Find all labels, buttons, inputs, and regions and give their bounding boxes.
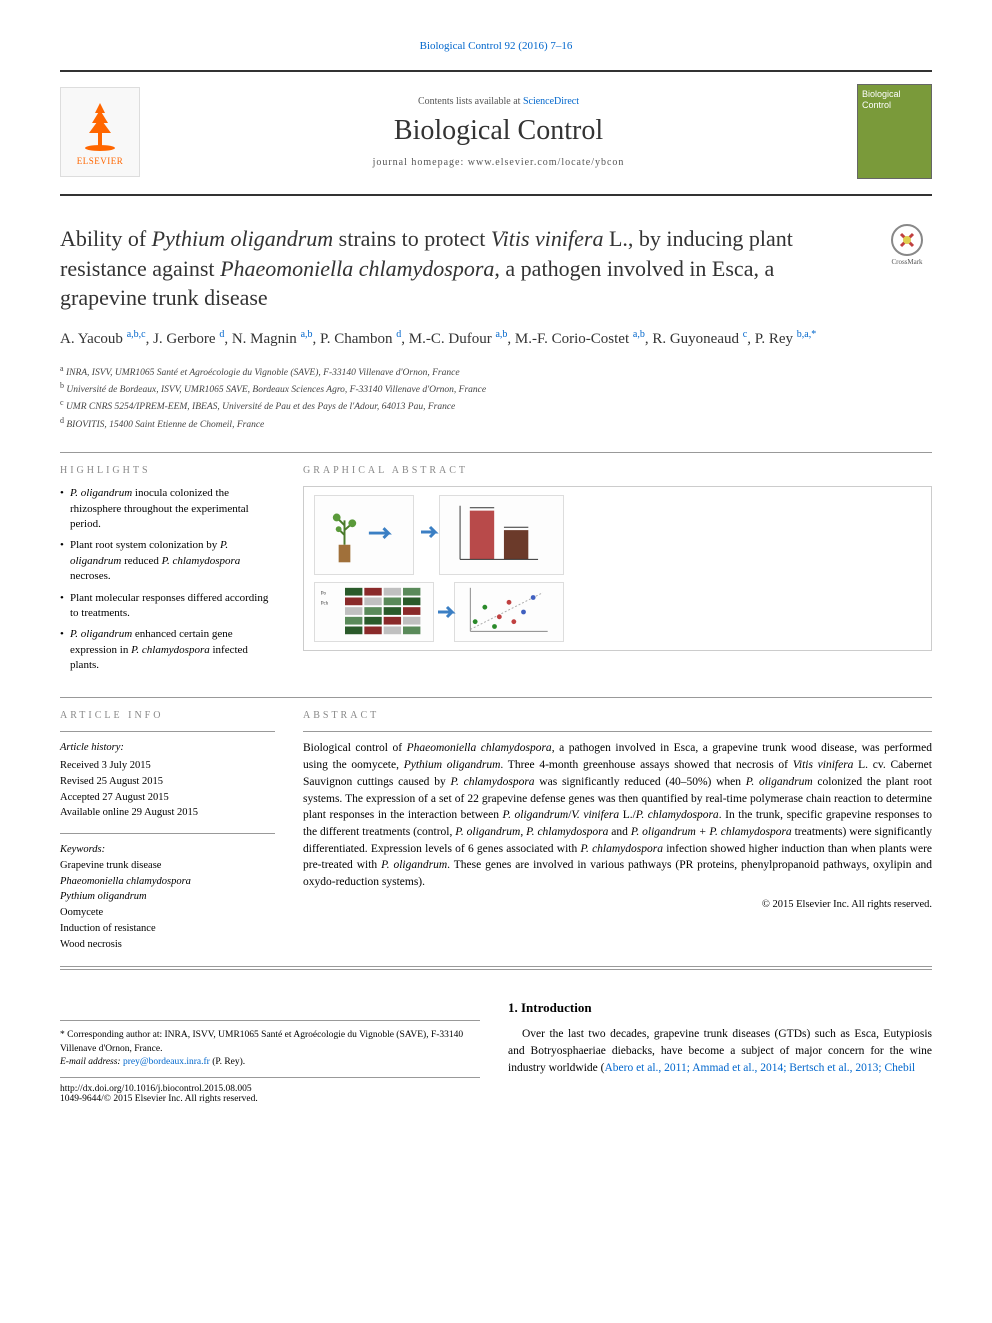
journal-cover-thumbnail: Biological Control [857, 84, 932, 179]
article-title: Ability of Pythium oligandrum strains to… [60, 224, 882, 313]
sciencedirect-link[interactable]: ScienceDirect [523, 96, 579, 107]
reference-link[interactable]: Abero et al., 2011; Ammad et al., 2014; … [604, 1062, 915, 1074]
introduction-text: Over the last two decades, grapevine tru… [508, 1026, 932, 1076]
affiliations: a INRA, ISVV, UMR1065 Santé et Agroécolo… [60, 363, 932, 433]
journal-homepage-url[interactable]: www.elsevier.com/locate/ybcon [468, 157, 625, 168]
highlight-item: Plant root system colonization by P. oli… [60, 538, 275, 584]
corresponding-author-note: * Corresponding author at: INRA, ISVV, U… [60, 1020, 480, 1069]
graphical-abstract-figure: Po Pch [303, 486, 932, 651]
contents-line: Contents lists available at ScienceDirec… [155, 96, 842, 107]
abstract-copyright: © 2015 Elsevier Inc. All rights reserved… [303, 899, 932, 910]
crossmark-icon [897, 230, 917, 250]
elsevier-tree-icon [75, 98, 125, 153]
svg-text:Po: Po [321, 592, 327, 597]
abstract-text: Biological control of Phaeomoniella chla… [303, 740, 932, 890]
elsevier-logo[interactable]: ELSEVIER [60, 87, 140, 177]
doi-link[interactable]: http://dx.doi.org/10.1016/j.biocontrol.2… [60, 1084, 252, 1094]
highlight-item: P. oligandrum enhanced certain gene expr… [60, 627, 275, 673]
journal-header: ELSEVIER Contents lists available at Sci… [60, 70, 932, 196]
highlights-label: HIGHLIGHTS [60, 465, 275, 476]
svg-text:Pch: Pch [321, 601, 329, 606]
article-history: Article history: Received 3 July 2015Rev… [60, 740, 275, 821]
graphical-abstract-label: GRAPHICAL ABSTRACT [303, 465, 932, 476]
introduction-heading: 1. Introduction [508, 1000, 932, 1016]
crossmark-badge[interactable]: CrossMark [882, 224, 932, 274]
highlight-item: P. oligandrum inocula colonized the rhiz… [60, 486, 275, 532]
highlights-list: P. oligandrum inocula colonized the rhiz… [60, 486, 275, 673]
author-list: A. Yacoub a,b,c, J. Gerbore d, N. Magnin… [60, 327, 932, 351]
abstract-label: ABSTRACT [303, 710, 932, 721]
article-info-label: ARTICLE INFO [60, 710, 275, 721]
homepage-line: journal homepage: www.elsevier.com/locat… [155, 157, 842, 168]
journal-name: Biological Control [155, 115, 842, 147]
citation-line: Biological Control 92 (2016) 7–16 [60, 40, 932, 52]
elsevier-label: ELSEVIER [77, 156, 124, 166]
highlight-item: Plant molecular responses differed accor… [60, 591, 275, 622]
doi-block: http://dx.doi.org/10.1016/j.biocontrol.2… [60, 1077, 480, 1104]
corresponding-email-link[interactable]: prey@bordeaux.inra.fr [123, 1057, 210, 1067]
keywords-block: Keywords: Grapevine trunk diseasePhaeomo… [60, 842, 275, 952]
